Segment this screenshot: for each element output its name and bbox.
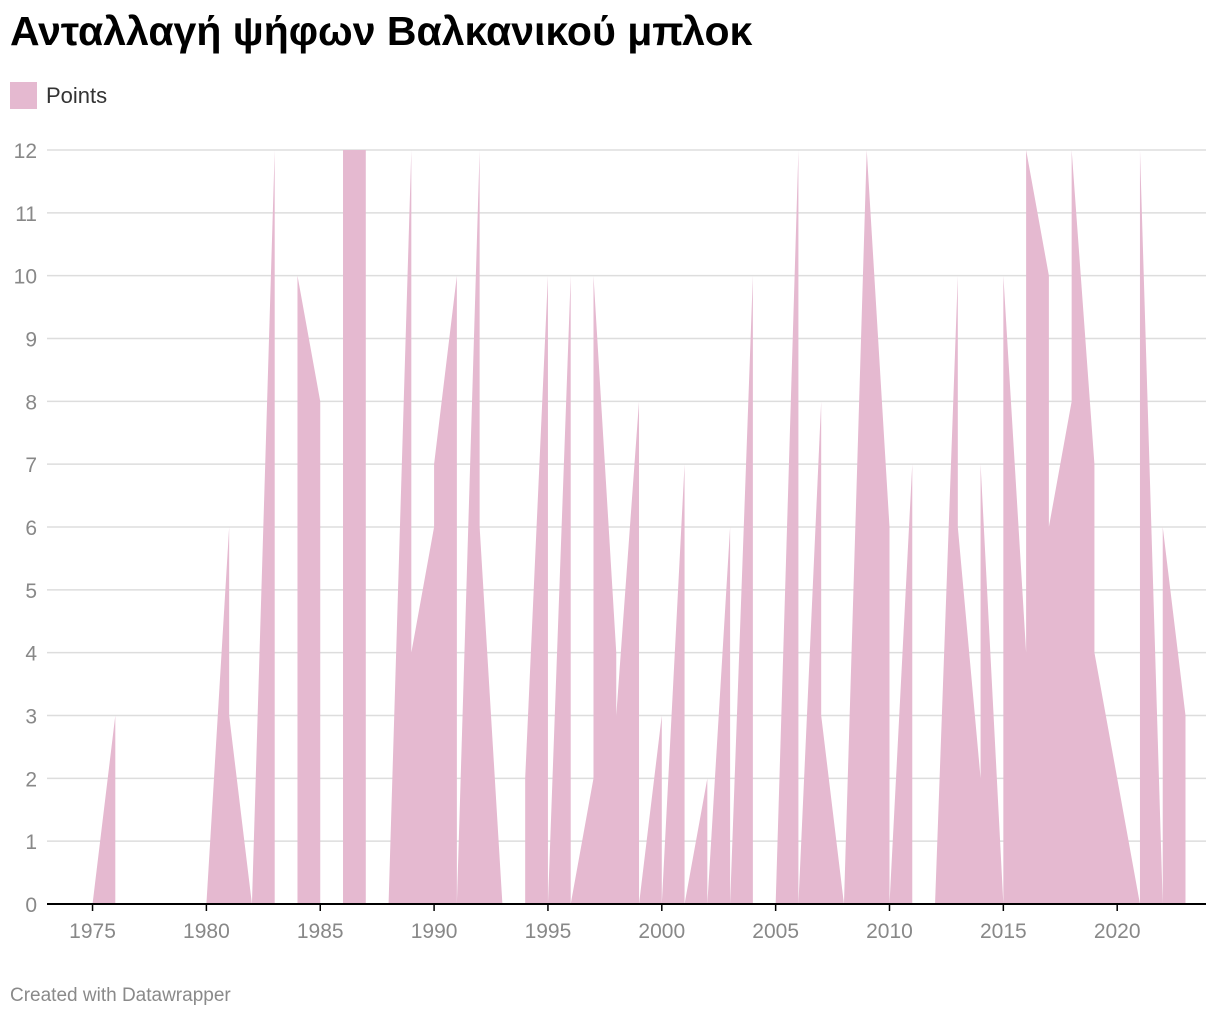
area-series (92, 150, 1186, 904)
y-tick-label: 6 (25, 517, 37, 540)
x-tick-label: 2015 (980, 920, 1027, 943)
x-tick-label: 1975 (69, 920, 116, 943)
x-tick-label: 1995 (525, 920, 572, 943)
legend-swatch (10, 82, 37, 109)
x-tick-label: 2010 (866, 920, 913, 943)
area-series-0 (92, 150, 1186, 904)
y-tick-label: 11 (15, 203, 37, 226)
y-tick-label: 10 (14, 266, 37, 289)
y-tick-label: 0 (25, 894, 37, 917)
y-tick-label: 8 (25, 391, 37, 414)
legend: Points (10, 82, 107, 109)
y-tick-label: 3 (25, 706, 37, 729)
y-tick-label: 7 (25, 454, 37, 477)
x-tick-label: 2005 (752, 920, 799, 943)
x-tick-label: 1980 (183, 920, 230, 943)
y-tick-label: 12 (14, 140, 37, 163)
y-tick-label: 9 (25, 329, 37, 352)
x-tick-labels: 1975 1980 1985 1990 1995 2000 2005 2010 2015 2020 (69, 904, 1141, 943)
chart-title: Ανταλλαγή ψήφων Βαλκανικού μπλοκ (10, 8, 753, 54)
y-tick-label: 1 (25, 831, 37, 854)
x-tick-label: 1990 (411, 920, 458, 943)
legend-label: Points (46, 82, 108, 108)
y-tick-label: 4 (25, 643, 37, 666)
y-tick-label: 5 (25, 580, 37, 603)
y-tick-label: 2 (25, 768, 37, 791)
x-tick-label: 1985 (297, 920, 344, 943)
x-tick-label: 2000 (638, 920, 685, 943)
x-tick-label: 2020 (1094, 920, 1141, 943)
footer-credit: Created with Datawrapper (10, 985, 231, 1006)
